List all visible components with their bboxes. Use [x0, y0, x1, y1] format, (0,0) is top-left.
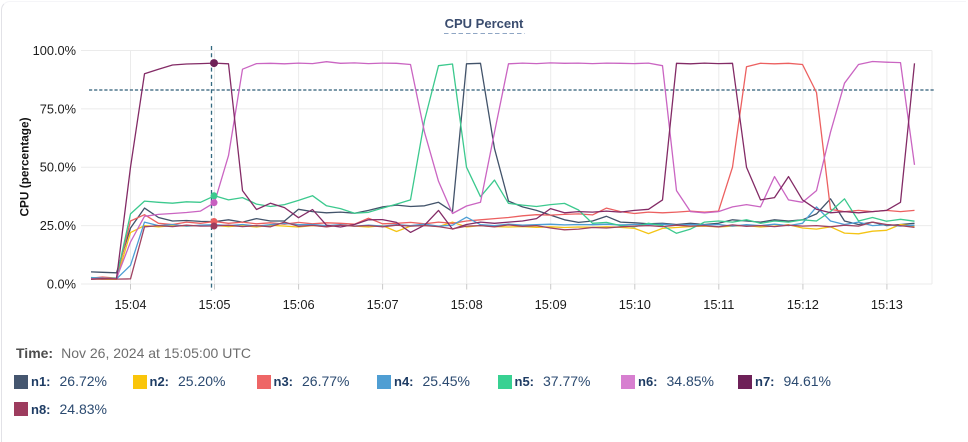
svg-text:15:08: 15:08 [451, 297, 483, 312]
svg-text:50.0%: 50.0% [40, 160, 76, 175]
svg-text:15:13: 15:13 [871, 297, 903, 312]
svg-text:15:05: 15:05 [198, 297, 230, 312]
svg-text:100.0%: 100.0% [33, 43, 76, 58]
svg-text:0.0%: 0.0% [47, 277, 76, 292]
svg-text:75.0%: 75.0% [40, 101, 76, 116]
svg-text:15:10: 15:10 [619, 297, 651, 312]
svg-text:15:09: 15:09 [535, 297, 567, 312]
svg-text:15:07: 15:07 [367, 297, 399, 312]
svg-text:15:11: 15:11 [703, 297, 734, 312]
svg-text:15:04: 15:04 [114, 297, 146, 312]
svg-text:CPU (percentage): CPU (percentage) [18, 117, 32, 216]
svg-text:15:12: 15:12 [787, 297, 819, 312]
svg-text:25.0%: 25.0% [40, 218, 76, 233]
svg-text:15:06: 15:06 [283, 297, 315, 312]
